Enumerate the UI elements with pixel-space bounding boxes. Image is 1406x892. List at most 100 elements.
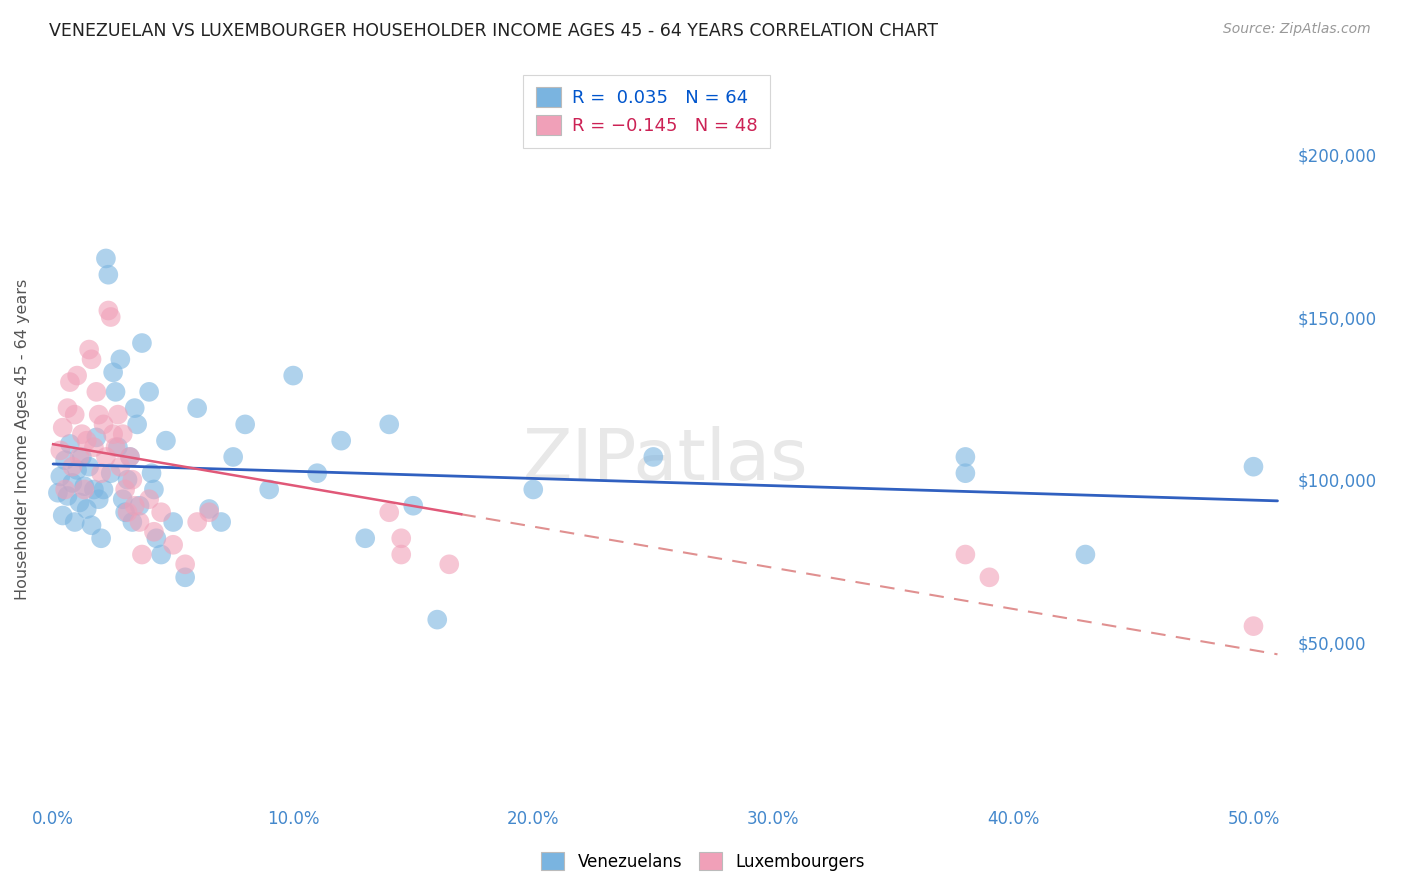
Point (1243, 459, 1265, 474)
Point (121, 515, 143, 529)
Point (114, 483, 136, 497)
Point (142, 483, 165, 497)
Point (138, 492, 160, 507)
Point (114, 505, 136, 519)
Point (128, 499, 150, 513)
Point (307, 466, 329, 480)
Point (56, 401, 79, 416)
Point (1074, 548, 1097, 562)
Point (66, 368, 89, 383)
Point (174, 570, 197, 584)
Point (59, 375, 82, 389)
Point (111, 427, 134, 442)
Point (101, 365, 124, 379)
Point (86, 384, 108, 399)
Point (233, 417, 256, 432)
Point (209, 515, 232, 529)
Point (138, 384, 160, 399)
Point (104, 384, 127, 399)
Point (150, 505, 173, 519)
Point (60, 459, 83, 474)
Point (131, 336, 153, 351)
Point (124, 401, 146, 416)
Point (83, 440, 105, 454)
Point (142, 524, 165, 539)
Point (83, 483, 105, 497)
Point (104, 440, 127, 454)
Point (63, 408, 86, 422)
Y-axis label: Householder Income Ages 45 - 64 years: Householder Income Ages 45 - 64 years (15, 278, 30, 599)
Point (1243, 619, 1265, 633)
Point (77, 459, 100, 474)
Point (439, 558, 461, 572)
Point (121, 473, 143, 487)
Point (145, 531, 167, 545)
Point (86, 430, 108, 444)
Point (107, 440, 129, 454)
Point (66, 463, 89, 477)
Point (257, 483, 280, 497)
Point (283, 368, 305, 383)
Point (93, 483, 115, 497)
Point (162, 515, 184, 529)
Point (354, 531, 377, 545)
Point (97, 268, 120, 282)
Point (127, 417, 149, 432)
Point (76, 502, 98, 516)
Legend: Venezuelans, Luxembourgers: Venezuelans, Luxembourgers (533, 844, 873, 880)
Point (70, 450, 93, 464)
Text: VENEZUELAN VS LUXEMBOURGER HOUSEHOLDER INCOME AGES 45 - 64 YEARS CORRELATION CHA: VENEZUELAN VS LUXEMBOURGER HOUSEHOLDER I… (49, 22, 938, 40)
Point (97, 303, 120, 318)
Point (118, 450, 141, 464)
Point (117, 473, 139, 487)
Point (162, 538, 184, 552)
Point (378, 417, 401, 432)
Point (76, 434, 98, 448)
Point (69, 495, 91, 509)
Point (94, 252, 117, 266)
Point (80, 352, 103, 367)
Point (90, 531, 112, 545)
Point (110, 459, 132, 474)
Point (87, 408, 110, 422)
Point (101, 427, 124, 442)
Point (94, 450, 117, 464)
Text: Source: ZipAtlas.com: Source: ZipAtlas.com (1223, 22, 1371, 37)
Point (426, 613, 449, 627)
Point (330, 434, 353, 448)
Point (131, 548, 153, 562)
Point (69, 450, 91, 464)
Point (186, 401, 208, 416)
Point (53, 453, 76, 467)
Point (53, 483, 76, 497)
Point (198, 502, 221, 516)
Point (80, 518, 103, 533)
Point (186, 515, 208, 529)
Point (643, 450, 665, 464)
Point (955, 548, 977, 562)
Point (174, 558, 197, 572)
Point (93, 417, 115, 432)
Point (49, 469, 72, 483)
Point (979, 570, 1001, 584)
Point (73, 479, 96, 493)
Point (46, 485, 69, 500)
Point (56, 489, 79, 503)
Point (90, 466, 112, 480)
Point (110, 352, 132, 367)
Text: ZIPatlas: ZIPatlas (523, 426, 808, 495)
Point (522, 483, 544, 497)
Point (389, 531, 412, 545)
Point (107, 408, 129, 422)
Point (73, 483, 96, 497)
Point (49, 443, 72, 458)
Point (70, 427, 93, 442)
Point (59, 437, 82, 451)
Point (100, 310, 122, 324)
Point (955, 466, 977, 480)
Point (111, 492, 134, 507)
Point (955, 450, 977, 464)
Point (52, 420, 75, 434)
Point (128, 515, 150, 529)
Legend: R =  0.035   N = 64, R = −0.145   N = 48: R = 0.035 N = 64, R = −0.145 N = 48 (523, 75, 770, 148)
